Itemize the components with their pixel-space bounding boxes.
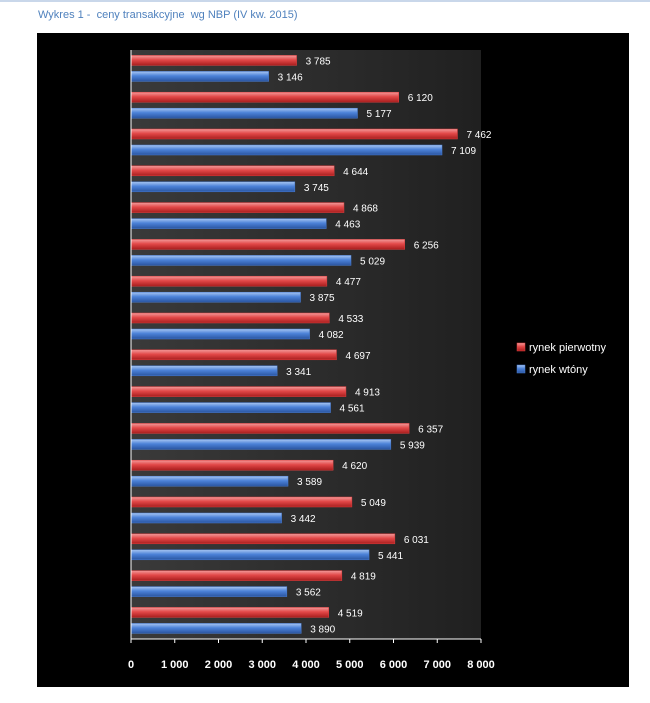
category-label: Kraków — [80, 431, 120, 443]
value-label: 6 357 — [418, 424, 443, 435]
value-label: 5 029 — [360, 256, 385, 267]
value-label: 3 875 — [310, 293, 335, 304]
bar — [130, 275, 328, 287]
bar — [130, 549, 370, 561]
page-title: Wykres 1 - ceny transakcyjne wg NBP (IV … — [38, 9, 298, 21]
bar — [130, 496, 353, 508]
value-label: 7 462 — [466, 130, 491, 141]
value-label: 3 341 — [286, 367, 311, 378]
category-label: Wrocław — [75, 100, 120, 112]
value-label: 6 256 — [414, 240, 439, 251]
value-label: 3 785 — [306, 56, 331, 67]
value-label: 3 589 — [297, 477, 322, 488]
value-label: 4 868 — [353, 204, 378, 215]
bar — [130, 607, 329, 618]
category-label: Warszawa — [67, 137, 121, 149]
value-label: 4 819 — [351, 572, 376, 583]
value-label: 4 463 — [335, 220, 360, 231]
bar — [130, 255, 352, 266]
bar — [130, 165, 335, 177]
bar — [130, 533, 396, 545]
bar — [130, 181, 296, 193]
category-label: Rzeszów — [74, 211, 121, 223]
value-label: 7 109 — [451, 146, 476, 157]
value-label: 3 146 — [278, 72, 303, 83]
category-label: Katowice — [72, 505, 120, 517]
value-label: 3 562 — [296, 588, 321, 599]
bar — [130, 202, 345, 213]
value-label: 4 561 — [340, 404, 365, 415]
category-label: Gdańsk — [80, 542, 121, 554]
value-label: 4 644 — [343, 167, 368, 178]
header-rule — [0, 0, 650, 2]
value-label: 3 745 — [304, 183, 329, 194]
bar — [130, 423, 410, 434]
value-label: 4 082 — [319, 330, 344, 341]
bar — [130, 475, 289, 487]
value-label: 5 441 — [378, 551, 403, 562]
x-tick-label: 7 000 — [423, 659, 451, 671]
category-label: Lublin — [87, 395, 120, 407]
bar — [130, 349, 337, 361]
category-label: Opole — [89, 284, 120, 296]
bar — [130, 55, 297, 66]
bar — [130, 91, 399, 103]
bar — [130, 459, 334, 471]
value-label: 4 533 — [338, 314, 363, 325]
x-tick-label: 2 000 — [205, 659, 233, 671]
x-tick-label: 0 — [128, 659, 134, 671]
value-label: 4 913 — [355, 388, 380, 399]
bar — [130, 386, 347, 397]
legend-label: rynek wtóny — [529, 364, 588, 376]
bar — [130, 512, 282, 524]
value-label: 6 031 — [404, 535, 429, 546]
bar — [130, 570, 343, 581]
bar — [130, 439, 392, 450]
chart-panel: Zielona Góra 3 785 3 146 Wrocław 6 120 5 177 W… — [37, 33, 629, 687]
bar — [130, 402, 331, 413]
bar — [130, 328, 310, 340]
value-label: 5 049 — [361, 498, 386, 509]
bar — [130, 71, 269, 82]
value-label: 4 697 — [345, 351, 370, 362]
category-label: Białystok — [71, 615, 121, 627]
x-tick-label: 4 000 — [292, 659, 320, 671]
category-label: Olsztyn — [80, 321, 120, 333]
category-label: Zielona Góra — [53, 63, 121, 75]
x-tick-label: 8 000 — [467, 659, 495, 671]
value-label: 5 177 — [366, 109, 391, 120]
value-label: 3 442 — [291, 514, 316, 525]
value-label: 3 890 — [310, 624, 335, 635]
value-label: 4 477 — [336, 277, 361, 288]
category-label: Poznań — [81, 247, 120, 259]
category-label: Bydgoszcz — [63, 579, 121, 591]
value-label: 5 939 — [400, 440, 425, 451]
bar — [130, 144, 443, 156]
value-label: 4 620 — [342, 461, 367, 472]
legend-swatch — [516, 342, 526, 352]
bar — [130, 218, 327, 229]
bar — [130, 128, 458, 140]
x-tick-label: 6 000 — [380, 659, 408, 671]
bar — [130, 239, 405, 250]
legend-label: rynek pierwotny — [529, 342, 607, 354]
bar — [130, 291, 301, 303]
bar — [130, 107, 358, 119]
legend-swatch — [516, 364, 526, 374]
bar — [130, 365, 278, 377]
category-label: Kielce — [88, 468, 120, 480]
bar — [130, 312, 330, 324]
value-label: 4 519 — [338, 608, 363, 619]
bar — [130, 586, 288, 597]
category-label: Szczecin — [74, 174, 121, 186]
x-tick-label: 5 000 — [336, 659, 364, 671]
category-label: Łódź — [94, 358, 120, 370]
x-tick-label: 1 000 — [161, 659, 189, 671]
value-label: 6 120 — [408, 93, 433, 104]
x-tick-label: 3 000 — [248, 659, 276, 671]
bar — [130, 623, 302, 634]
